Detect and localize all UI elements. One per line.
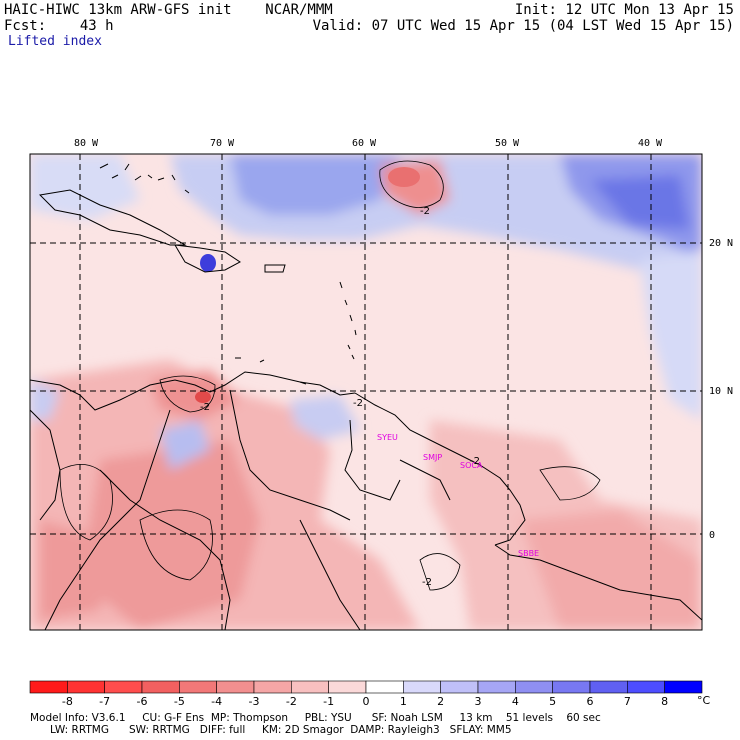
colorbar-tick-label: 1 — [400, 695, 407, 708]
colorbar-tick-label: 7 — [624, 695, 631, 708]
colorbar-swatch — [328, 680, 367, 694]
shaded-field — [30, 154, 702, 630]
field-name: Lifted index — [8, 34, 102, 49]
colorbar-tick-label: 6 — [587, 695, 594, 708]
lon-label-80w: 80 W — [74, 138, 99, 149]
colorbar-unit: °C — [697, 694, 711, 707]
lon-label-60w: 60 W — [352, 138, 377, 149]
station-smjp: SMJP — [423, 453, 442, 462]
lat-lon-grid — [30, 154, 702, 630]
model-title: HAIC-HIWC 13km ARW-GFS init NCAR/MMM — [4, 2, 333, 18]
colorbar-swatch — [664, 680, 703, 694]
coastlines — [30, 189, 702, 630]
model-info-line1: Model Info: V3.6.1 CU: G-F Ens MP: Thomp… — [30, 712, 601, 724]
colorbar-swatch — [29, 680, 68, 694]
lat-label-10n: 10 N — [709, 386, 733, 397]
colorbar-swatch — [216, 680, 255, 694]
lon-label-70w: 70 W — [210, 138, 235, 149]
contour-label: -2 — [470, 456, 480, 467]
init-time: Init: 12 UTC Mon 13 Apr 15 — [514, 2, 734, 18]
colorbar-swatch — [515, 680, 553, 694]
forecast-hour: Fcst: 43 h — [4, 18, 114, 34]
contour-label: -2 — [420, 206, 430, 217]
colorbar-swatch — [477, 680, 516, 694]
colorbar-tick-label: 3 — [475, 695, 482, 708]
lon-label-50w: 50 W — [495, 138, 520, 149]
colorbar-tick-label: -1 — [323, 695, 334, 708]
colorbar-swatch — [291, 680, 329, 694]
contours — [59, 160, 601, 591]
colorbar-tick-label: -5 — [174, 695, 185, 708]
contour-label: -2 — [353, 398, 363, 409]
colorbar-swatch — [104, 680, 143, 694]
colorbar-tick-label: -7 — [99, 695, 110, 708]
colorbar-tick-label: -6 — [137, 695, 148, 708]
colorbar-swatch — [552, 680, 591, 694]
contour-label: -2 — [422, 577, 432, 588]
colorbar-tick-label: 0 — [363, 695, 370, 708]
colorbar-swatch — [589, 680, 628, 694]
colorbar-tick-label: -8 — [62, 695, 73, 708]
colorbar-tick-label: -4 — [211, 695, 222, 708]
map-frame — [29, 153, 703, 631]
colorbar-tick-label: -3 — [249, 695, 260, 708]
colorbar-tick-label: -2 — [286, 695, 297, 708]
station-sbbe: SBBE — [518, 549, 539, 558]
lat-label-20n: 20 N — [709, 238, 733, 249]
lat-label-0: 0 — [709, 530, 715, 541]
colorbar-swatch — [365, 680, 404, 694]
lon-label-40w: 40 W — [638, 138, 663, 149]
colorbar-tick-label: 5 — [549, 695, 556, 708]
colorbar-swatch — [440, 680, 479, 694]
colorbar-swatch — [179, 680, 217, 694]
model-info-line2: LW: RRTMG SW: RRTMG DIFF: full KM: 2D Sm… — [30, 724, 512, 736]
colorbar-tick-label: 2 — [437, 695, 444, 708]
colorbar-swatch — [67, 680, 105, 694]
station-soca: SOCA — [460, 461, 483, 470]
colorbar-swatch — [403, 680, 441, 694]
colorbar-tick-label: 4 — [512, 695, 519, 708]
colorbar-swatch — [253, 680, 292, 694]
station-syeu: SYEU — [377, 433, 398, 442]
colorbar: -8 -7 -6 -5 -4 -3 -2 -1 0 1 2 3 4 5 6 7 8 — [29, 680, 703, 708]
colorbar-swatch — [627, 680, 665, 694]
islands — [99, 163, 357, 385]
colorbar-swatch — [141, 680, 180, 694]
contour-label: -2 — [200, 402, 210, 413]
colorbar-tick-label: 8 — [661, 695, 668, 708]
valid-time: Valid: 07 UTC Wed 15 Apr 15 (04 LST Wed … — [312, 18, 734, 34]
